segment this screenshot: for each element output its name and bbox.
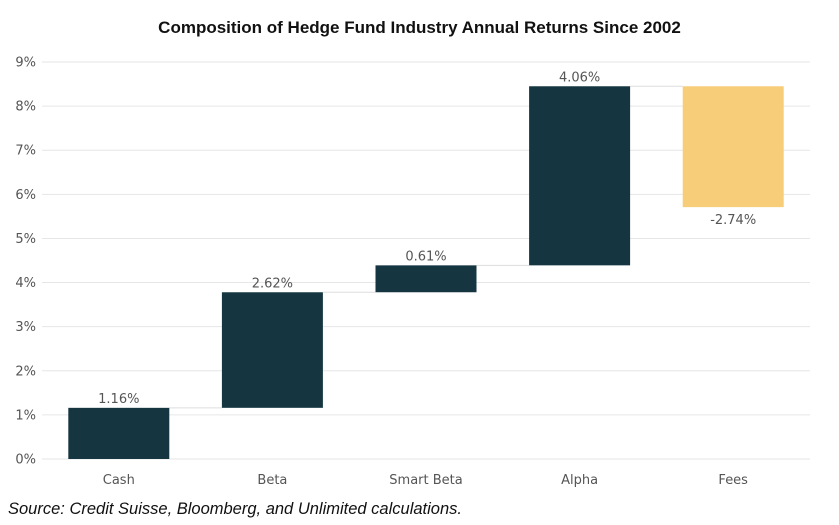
- y-tick-label: 6%: [15, 188, 36, 203]
- x-category-label: Fees: [718, 473, 748, 488]
- connectors: [169, 85, 683, 409]
- source-note: Source: Credit Suisse, Bloomberg, and Un…: [8, 500, 462, 518]
- y-axis-ticks: 0% 1% 2% 3% 4% 5% 6% 7% 8% 9%: [15, 56, 36, 468]
- y-tick-label: 5%: [15, 232, 36, 247]
- bar-beta: [221, 292, 323, 408]
- data-label: -2.74%: [710, 213, 756, 228]
- y-tick-label: 7%: [15, 144, 36, 159]
- data-label: 2.62%: [252, 276, 293, 291]
- x-axis-categories: Cash Beta Smart Beta Alpha Fees: [103, 473, 748, 488]
- x-category-label: Cash: [103, 473, 135, 488]
- y-tick-label: 0%: [15, 453, 36, 468]
- data-labels: 1.16% 2.62% 0.61% 4.06% -2.74%: [98, 70, 756, 407]
- chart-title: Composition of Hedge Fund Industry Annua…: [158, 18, 681, 37]
- y-tick-label: 1%: [15, 408, 36, 423]
- y-tick-label: 3%: [15, 320, 36, 335]
- x-category-label: Alpha: [561, 473, 598, 488]
- x-category-label: Smart Beta: [389, 473, 462, 488]
- y-tick-label: 8%: [15, 100, 36, 115]
- bar-alpha: [529, 86, 631, 266]
- y-tick-label: 2%: [15, 364, 36, 379]
- bar-cash: [68, 407, 170, 459]
- bar-fees: [682, 86, 784, 208]
- bar-smart-beta: [375, 265, 477, 293]
- y-tick-label: 4%: [15, 276, 36, 291]
- data-label: 0.61%: [405, 249, 446, 264]
- y-tick-label: 9%: [15, 56, 36, 71]
- data-label: 1.16%: [98, 392, 139, 407]
- x-category-label: Beta: [257, 473, 287, 488]
- data-label: 4.06%: [559, 70, 600, 85]
- bars: [68, 86, 784, 459]
